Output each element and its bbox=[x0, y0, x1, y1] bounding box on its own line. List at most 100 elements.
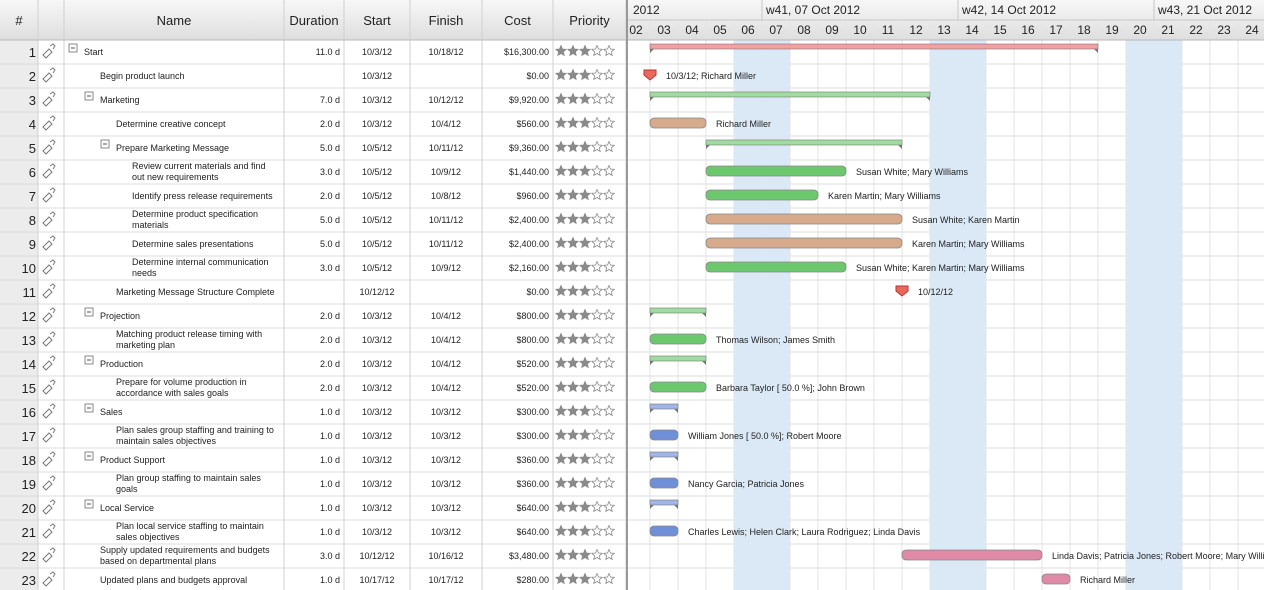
weekend-shade bbox=[1126, 40, 1154, 590]
duration: 1.0 d bbox=[319, 574, 340, 585]
cost: $280.00 bbox=[516, 574, 549, 585]
priority-star bbox=[602, 284, 616, 297]
row-number: 23 bbox=[21, 572, 36, 588]
task-name: Matching product release timing with mar… bbox=[116, 329, 263, 350]
task-name: Sales bbox=[100, 406, 123, 417]
summary-bar bbox=[649, 355, 707, 362]
day-label: 10 bbox=[853, 23, 867, 37]
summary-bar bbox=[649, 91, 931, 98]
cost: $2,400.00 bbox=[508, 238, 549, 249]
duration: 5.0 d bbox=[319, 214, 340, 225]
task-icon bbox=[42, 187, 56, 203]
priority-star bbox=[578, 260, 592, 273]
priority-star bbox=[554, 428, 568, 441]
row-number: 12 bbox=[21, 308, 36, 324]
priority-star bbox=[566, 380, 580, 393]
priority-star bbox=[566, 428, 580, 441]
finish-date: 10/16/12 bbox=[428, 550, 464, 561]
priority-star bbox=[590, 68, 604, 81]
summary-cap bbox=[650, 505, 678, 509]
column-header: Name bbox=[156, 12, 192, 28]
cost: $640.00 bbox=[516, 526, 549, 537]
task-icon bbox=[42, 67, 56, 83]
start-date: 10/3/12 bbox=[361, 478, 393, 489]
task-bar bbox=[705, 189, 819, 201]
priority-star bbox=[602, 404, 616, 417]
start-date: 10/3/12 bbox=[361, 454, 393, 465]
task-icon bbox=[42, 379, 56, 395]
column-header: Start bbox=[363, 12, 391, 28]
task-name: Prepare Marketing Message bbox=[116, 142, 230, 153]
row-number: 3 bbox=[28, 92, 36, 108]
priority-star bbox=[578, 116, 592, 129]
duration: 1.0 d bbox=[319, 502, 340, 513]
day-label: 20 bbox=[1133, 23, 1147, 37]
priority-star bbox=[566, 404, 580, 417]
finish-date: 10/3/12 bbox=[430, 502, 462, 513]
priority-star bbox=[602, 236, 616, 249]
task-icon bbox=[42, 499, 56, 515]
finish-date: 10/3/12 bbox=[430, 406, 462, 417]
priority-star bbox=[590, 260, 604, 273]
finish-date: 10/17/12 bbox=[428, 574, 464, 585]
cost: $360.00 bbox=[516, 478, 549, 489]
row-number: 15 bbox=[21, 380, 36, 396]
task-bar bbox=[705, 213, 903, 225]
day-label: 07 bbox=[769, 23, 783, 37]
day-label: 16 bbox=[1021, 23, 1035, 37]
resource-label: 10/3/12; Richard Miller bbox=[666, 71, 756, 81]
priority-star bbox=[602, 188, 616, 201]
priority-star bbox=[578, 236, 592, 249]
duration: 3.0 d bbox=[319, 166, 340, 177]
priority-star bbox=[602, 332, 616, 345]
weekend-shade bbox=[930, 40, 958, 590]
day-label: 05 bbox=[713, 23, 727, 37]
priority-star bbox=[590, 164, 604, 177]
summary-cap bbox=[650, 457, 678, 461]
finish-date: 10/18/12 bbox=[428, 46, 464, 57]
duration: 2.0 d bbox=[319, 310, 340, 321]
priority-star bbox=[602, 212, 616, 225]
weekend-shade bbox=[958, 40, 986, 590]
start-date: 10/5/12 bbox=[361, 166, 393, 177]
duration: 2.0 d bbox=[319, 334, 340, 345]
table-header bbox=[0, 0, 628, 40]
resource-label: 10/12/12 bbox=[918, 287, 953, 297]
priority-star bbox=[554, 452, 568, 465]
finish-date: 10/4/12 bbox=[430, 118, 462, 129]
summary-bar bbox=[649, 451, 679, 458]
task-name: Begin product launch bbox=[100, 70, 185, 81]
cost: $0.00 bbox=[526, 70, 549, 81]
summary-cap bbox=[650, 409, 678, 413]
task-icon bbox=[42, 307, 56, 323]
duration: 2.0 d bbox=[319, 118, 340, 129]
row-number: 22 bbox=[21, 548, 36, 564]
summary-bar bbox=[649, 307, 707, 314]
cost: $1,440.00 bbox=[508, 166, 549, 177]
task-name: Plan group staffing to maintain sales go… bbox=[116, 473, 261, 494]
task-icon bbox=[42, 43, 56, 59]
cost: $300.00 bbox=[516, 406, 549, 417]
start-date: 10/12/12 bbox=[359, 286, 395, 297]
priority-star bbox=[566, 452, 580, 465]
row-number: 11 bbox=[22, 284, 37, 300]
duration: 1.0 d bbox=[319, 526, 340, 537]
task-icon bbox=[42, 283, 56, 299]
priority-star bbox=[590, 140, 604, 153]
row-number: 6 bbox=[28, 164, 36, 180]
priority-star bbox=[554, 44, 568, 57]
task-name: Updated plans and budgets approval bbox=[100, 574, 248, 585]
column-header: Cost bbox=[504, 12, 531, 28]
resource-label: Karen Martin; Mary Williams bbox=[828, 191, 941, 201]
day-label: 02 bbox=[629, 23, 643, 37]
task-icon bbox=[42, 547, 56, 563]
row-number: 16 bbox=[21, 404, 36, 420]
resource-label: Karen Martin; Mary Williams bbox=[912, 239, 1025, 249]
milestone bbox=[643, 69, 657, 81]
task-name: Supply updated requirements and budgets … bbox=[100, 545, 270, 566]
finish-date: 10/4/12 bbox=[430, 358, 462, 369]
priority-star bbox=[590, 356, 604, 369]
start-date: 10/5/12 bbox=[361, 190, 393, 201]
priority-star bbox=[554, 332, 568, 345]
priority-star bbox=[602, 164, 616, 177]
